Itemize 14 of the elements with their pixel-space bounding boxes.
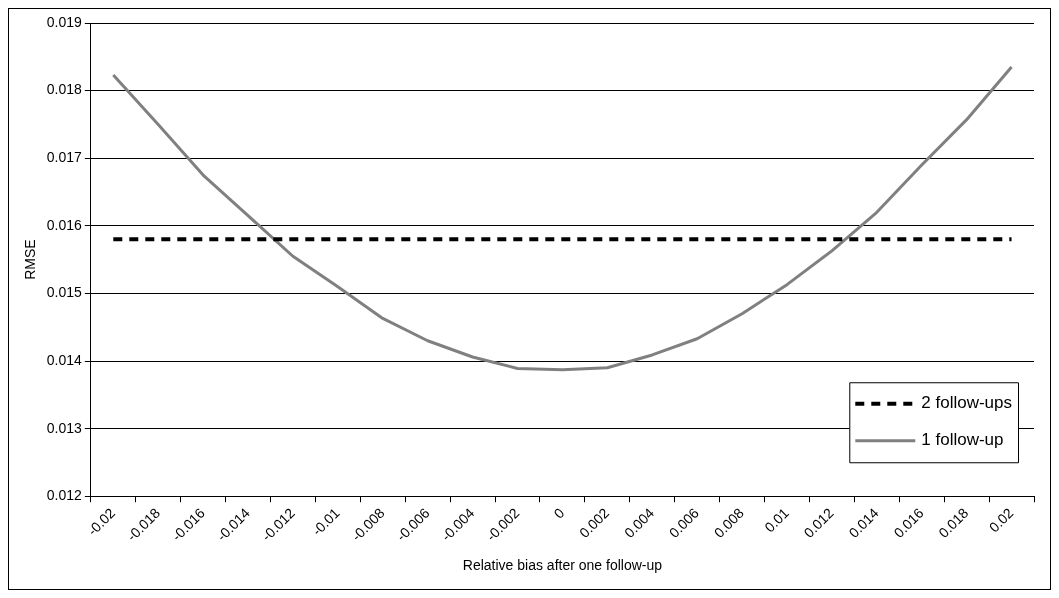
x-tick-label: 0.01 bbox=[761, 504, 792, 536]
x-tick-label: 0 bbox=[550, 504, 568, 522]
legend-label: 2 follow-ups bbox=[921, 393, 1013, 413]
y-tick-label: 0.012 bbox=[46, 487, 83, 504]
y-tick-label: 0.014 bbox=[46, 351, 83, 368]
y-tick-label: 0.013 bbox=[46, 419, 83, 436]
y-tick-label: 0.017 bbox=[46, 149, 83, 166]
legend-label: 1 follow-up bbox=[921, 430, 1004, 450]
y-tick-label: 0.015 bbox=[46, 284, 83, 301]
y-tick-label: 0.019 bbox=[46, 13, 83, 30]
y-tick-label: 0.016 bbox=[46, 216, 83, 233]
y-axis-title: RMSE bbox=[22, 239, 39, 280]
y-tick-label: 0.018 bbox=[46, 81, 83, 98]
x-axis-title: Relative bias after one follow-up bbox=[462, 557, 663, 574]
